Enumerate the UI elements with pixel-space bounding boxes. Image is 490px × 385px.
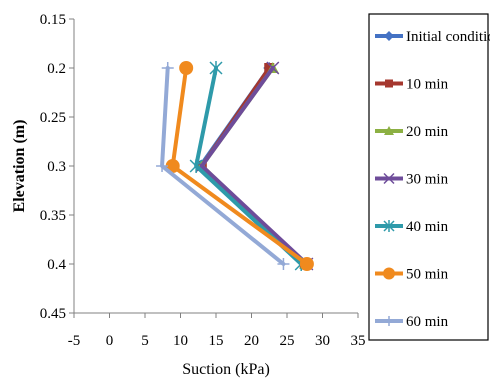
- legend-label: 40 min: [406, 219, 449, 235]
- y-axis-title: Elevation (m): [11, 120, 28, 213]
- data-point: [209, 61, 223, 75]
- legend-swatch-marker: [384, 31, 394, 41]
- data-point: [179, 61, 194, 75]
- x-tick-label: 35: [351, 333, 366, 349]
- data-point: [189, 159, 203, 173]
- y-tick-label: 0.4: [47, 257, 66, 273]
- y-tick-label: 0.25: [40, 110, 66, 126]
- x-tick-label: 30: [315, 333, 330, 349]
- series-4: [189, 61, 308, 271]
- legend-item: 30 min: [375, 172, 449, 188]
- data-point: [156, 160, 169, 172]
- series-6: [156, 62, 290, 270]
- legend-swatch-marker: [384, 126, 394, 135]
- x-tick-label: -5: [68, 333, 81, 349]
- plot-area: 0.15 0.2 0.25 0.3 0.35 0.4 0.45-5 0 5 10 15 20 25 30 3…: [11, 12, 366, 378]
- x-tick-label: 10: [173, 333, 188, 349]
- x-tick-label: 5: [141, 333, 149, 349]
- x-tick-label: 20: [244, 333, 259, 349]
- legend-item: 40 min: [375, 219, 449, 235]
- legend-swatch-marker: [385, 79, 393, 88]
- legend-item: 10 min: [375, 77, 449, 93]
- legend-swatch-marker: [383, 220, 395, 232]
- legend-item: 60 min: [375, 314, 449, 330]
- legend-swatch-marker: [383, 267, 395, 280]
- series-line: [199, 66, 309, 266]
- y-tick-label: 0.15: [40, 12, 66, 28]
- legend-item: Initial condition: [375, 29, 490, 45]
- legend-label: 50 min: [406, 267, 449, 283]
- x-tick-label: 25: [280, 333, 295, 349]
- x-tick-label: 0: [106, 333, 114, 349]
- data-point: [277, 258, 290, 270]
- series-5: [165, 61, 314, 271]
- legend-label: 20 min: [406, 124, 449, 140]
- legend-item: 20 min: [375, 124, 449, 140]
- legend-label: 10 min: [406, 77, 449, 93]
- legend-label: 30 min: [406, 172, 449, 188]
- y-tick-label: 0.45: [40, 306, 66, 322]
- y-tick-label: 0.35: [40, 208, 66, 224]
- legend-label: 60 min: [406, 314, 449, 330]
- data-point: [264, 63, 275, 73]
- series-line: [170, 66, 309, 266]
- legend-swatch-marker: [384, 316, 394, 326]
- legend-swatch-marker: [383, 172, 395, 185]
- x-tick-label: 15: [209, 333, 224, 349]
- legend-label: Initial condition: [406, 29, 490, 45]
- legend-item: 50 min: [375, 267, 449, 283]
- data-point: [266, 61, 280, 75]
- y-tick-label: 0.2: [47, 61, 66, 77]
- y-tick-label: 0.3: [47, 159, 66, 175]
- data-point: [299, 257, 314, 271]
- x-axis-title: Suction (kPa): [182, 361, 270, 378]
- legend: Initial condition 10 min 20 min 30 min 40 mi…: [368, 13, 490, 341]
- data-point: [161, 62, 174, 74]
